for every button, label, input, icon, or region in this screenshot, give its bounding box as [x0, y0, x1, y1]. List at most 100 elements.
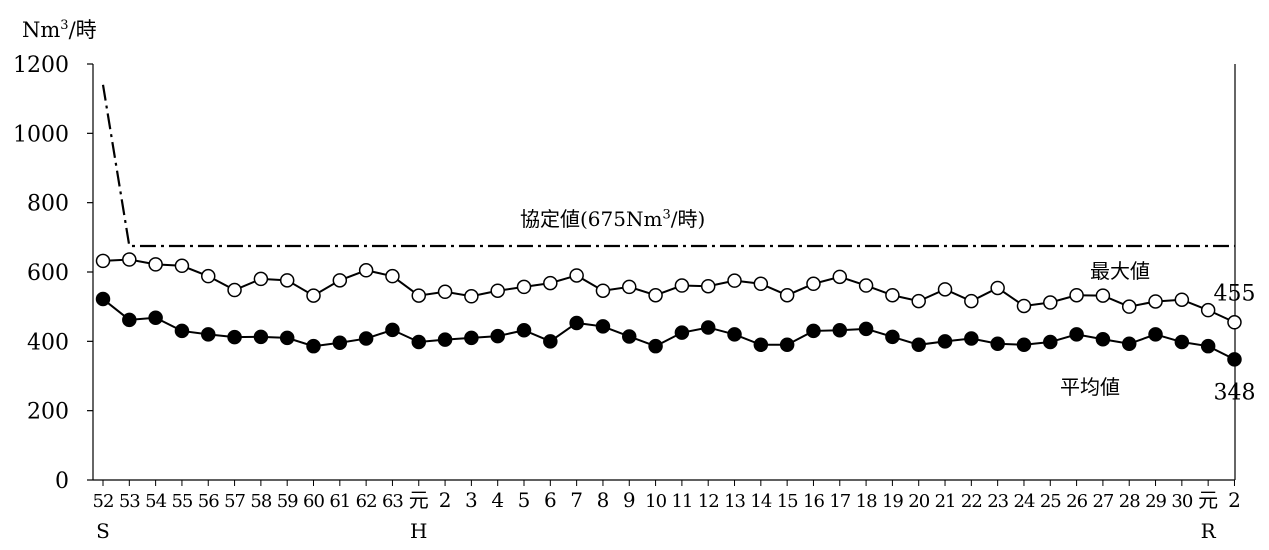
max-point	[332, 273, 348, 288]
max-point	[464, 289, 479, 304]
average-point	[516, 322, 532, 338]
max-point	[648, 287, 663, 303]
x-tick-label: 62	[356, 491, 377, 512]
max-point	[1148, 294, 1163, 309]
average-point	[858, 321, 874, 337]
x-tick-label: 23	[987, 491, 1008, 512]
average-point	[201, 327, 216, 342]
x-tick-label: 13	[724, 491, 745, 512]
average-point	[1148, 327, 1163, 342]
x-tick-label: 55	[171, 491, 192, 512]
max-point	[622, 279, 637, 295]
max-point	[516, 279, 532, 295]
max-series-label: 最大値	[1090, 259, 1150, 283]
era-label: S	[96, 519, 110, 543]
average-series-line	[102, 298, 1235, 361]
average-point	[700, 320, 716, 335]
max-point	[674, 278, 690, 293]
y-axis-unit-label: Nm3/時	[22, 18, 97, 42]
max-point	[543, 275, 558, 291]
average-point	[1069, 327, 1084, 342]
max-point	[490, 283, 505, 298]
max-end-value-label: 455	[1213, 281, 1255, 306]
max-point	[885, 287, 900, 303]
max-point	[806, 276, 821, 292]
average-point	[464, 330, 479, 346]
x-tick-label: 2	[1228, 488, 1241, 512]
x-tick-label: 30	[1171, 491, 1192, 512]
x-tick-label: 63	[382, 491, 403, 512]
x-tick-label: 14	[750, 491, 771, 512]
x-tick-label: 29	[1145, 491, 1166, 512]
max-point	[911, 293, 926, 309]
average-point	[885, 329, 900, 345]
average-point	[622, 329, 637, 344]
y-axis-ticks: 0 200 400 600 800 1000 1200	[13, 53, 93, 494]
max-point	[227, 282, 242, 298]
max-point	[148, 257, 163, 272]
x-tick-label: 5	[518, 488, 531, 512]
max-point	[306, 288, 321, 303]
agreement-line	[101, 84, 1235, 248]
x-tick-label: 27	[1092, 491, 1113, 512]
max-point	[385, 268, 400, 284]
average-point	[779, 337, 795, 353]
average-point	[148, 310, 163, 326]
x-tick-label: 60	[303, 491, 324, 512]
max-point	[858, 278, 874, 293]
max-point	[1227, 315, 1242, 330]
axes	[92, 64, 1236, 481]
average-point	[279, 330, 295, 346]
x-tick-label: 4	[491, 488, 504, 512]
max-point	[279, 273, 295, 288]
x-tick-label: 56	[198, 491, 219, 512]
y-tick-label: 1200	[13, 53, 69, 78]
x-tick-label: 28	[1119, 491, 1140, 512]
average-point	[306, 338, 321, 354]
max-point	[95, 253, 111, 269]
average-point	[1043, 334, 1058, 350]
x-tick-label: 7	[570, 488, 583, 512]
average-point	[174, 323, 190, 339]
max-point	[1200, 302, 1216, 318]
max-point	[1069, 287, 1084, 303]
average-point	[1174, 334, 1190, 350]
era-label: R	[1201, 519, 1217, 543]
max-series-line	[102, 258, 1235, 324]
x-tick-label: 元	[1198, 488, 1218, 512]
x-tick-label: 20	[908, 491, 929, 512]
average-point	[1016, 337, 1032, 353]
max-point	[201, 268, 216, 284]
series-markers	[95, 252, 1242, 367]
x-axis-ticks: 52 53 54 55 56 57 58 59 60 61 62 63 元 2 3 4 5 6 7 8 9 10 11 12 1…	[93, 480, 1241, 543]
average-point	[253, 329, 269, 345]
x-tick-label: 54	[145, 491, 166, 512]
average-point	[990, 336, 1005, 352]
y-tick-label: 0	[55, 469, 69, 494]
y-tick-label: 1000	[13, 122, 69, 147]
x-tick-label: 6	[544, 488, 557, 512]
average-point	[911, 337, 926, 353]
max-point	[595, 283, 611, 298]
x-tick-label: 52	[93, 491, 114, 512]
average-point	[543, 334, 558, 349]
y-tick-label: 400	[27, 330, 69, 355]
max-point	[990, 280, 1005, 296]
data-labels: 455 348	[1213, 281, 1255, 405]
x-tick-label: 61	[329, 491, 350, 512]
average-point	[569, 315, 584, 331]
average-point	[490, 328, 505, 344]
x-tick-label: 2	[439, 488, 452, 512]
x-tick-label: 11	[671, 491, 692, 512]
max-point	[437, 284, 453, 300]
max-point	[700, 278, 716, 294]
average-point	[358, 331, 374, 346]
average-end-value-label: 348	[1213, 380, 1255, 405]
x-tick-label: 26	[1066, 491, 1087, 512]
x-tick-label: 10	[645, 491, 666, 512]
average-point	[1121, 336, 1137, 352]
average-point	[727, 327, 742, 342]
average-point	[595, 319, 611, 334]
x-tick-label: 17	[829, 491, 850, 512]
